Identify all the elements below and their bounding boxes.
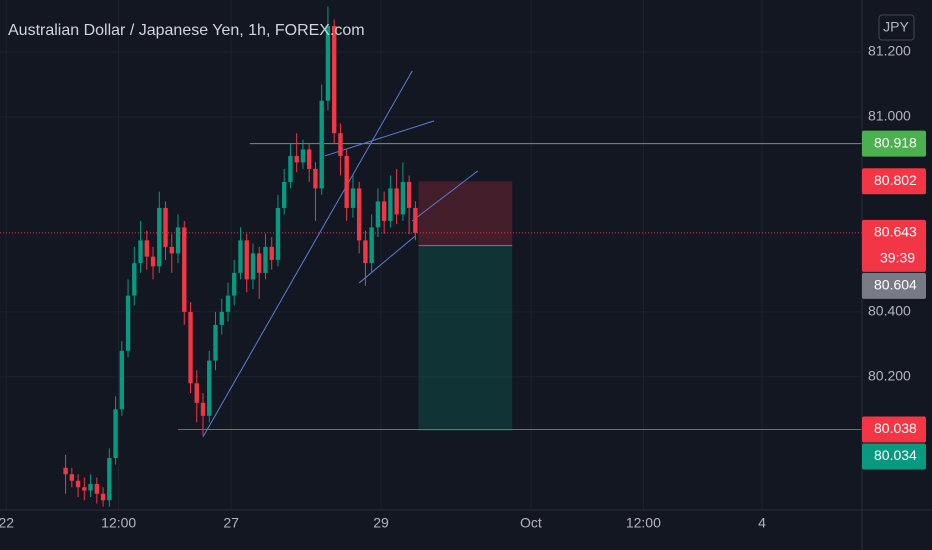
price-tag: [862, 272, 926, 299]
candle-body: [300, 149, 306, 163]
candle-body: [169, 246, 174, 254]
stop-zone: [418, 181, 513, 246]
candle-body: [163, 207, 168, 247]
x-tick-label: 4: [758, 515, 766, 531]
trend-line: [324, 120, 435, 157]
candle-body: [406, 181, 412, 208]
price-tag: [862, 168, 926, 195]
candle-body: [244, 240, 249, 280]
candle-body: [63, 467, 68, 475]
x-tick-label: 12:00: [626, 515, 661, 531]
candle-body: [331, 25, 337, 134]
candle-body: [288, 155, 293, 182]
candle-body: [238, 240, 243, 273]
price-tag: [862, 219, 926, 272]
price-tag-label: 80.643: [874, 224, 917, 240]
candle-body: [132, 263, 137, 296]
candle-body: [275, 207, 281, 260]
candle-body: [307, 149, 312, 169]
candle-body: [82, 487, 87, 491]
candle-body: [188, 311, 193, 384]
candle-body: [250, 253, 256, 280]
candle-body: [325, 25, 331, 101]
candle-body: [113, 409, 118, 459]
candle-body: [313, 168, 318, 189]
candle-body: [282, 181, 287, 208]
price-tag-label: 80.038: [874, 420, 917, 436]
x-tick-label: 27: [223, 515, 239, 531]
candle-body: [213, 324, 218, 361]
x-tick-label: 22: [0, 515, 14, 531]
candle-body: [363, 240, 368, 264]
x-tick-label: Oct: [520, 515, 542, 531]
candle-body: [350, 188, 356, 208]
plot-area: [0, 0, 862, 510]
candle-body: [200, 402, 206, 416]
candle-body: [338, 133, 343, 156]
candle-body: [294, 155, 299, 163]
candle-body: [88, 484, 93, 491]
candle-body: [138, 240, 143, 264]
candle-body: [356, 188, 362, 241]
candle-body: [150, 256, 156, 267]
trend-line: [411, 170, 479, 222]
candle-body: [388, 188, 393, 221]
candle-body: [257, 253, 262, 273]
price-tag: [862, 416, 926, 443]
trend-line: [202, 70, 413, 438]
candle-body: [413, 207, 418, 233]
candle-body: [381, 201, 387, 221]
candle-body: [232, 272, 237, 296]
candle-body: [394, 188, 399, 215]
price-tag-label: 80.802: [874, 172, 917, 188]
y-tick-label: 80.400: [868, 303, 911, 319]
candle-body: [182, 227, 187, 312]
price-tag-label: 80.918: [874, 134, 917, 150]
candle-body: [119, 350, 124, 410]
candle-body: [144, 240, 149, 257]
candle-body: [125, 295, 131, 351]
candle-body: [263, 246, 268, 273]
target-zone: [418, 245, 513, 431]
price-tag: [862, 130, 926, 157]
candle-body: [319, 100, 324, 189]
chart-title: Australian Dollar / Japanese Yen, 1h, FO…: [8, 22, 365, 39]
candle-body: [100, 493, 106, 501]
currency: JPY: [883, 19, 909, 35]
countdown: 39:39: [880, 250, 915, 266]
candle-body: [69, 474, 75, 481]
candle-body: [344, 155, 349, 208]
y-tick-label: 81.200: [868, 43, 911, 59]
candle-body: [400, 181, 406, 215]
price-tag-label: 80.034: [874, 447, 917, 463]
candle-body: [157, 207, 162, 267]
candle-body: [75, 480, 81, 488]
candle-body: [175, 227, 181, 254]
candle-body: [375, 201, 381, 228]
currency-box[interactable]: [878, 14, 915, 41]
price-tag: [862, 443, 926, 470]
candle-body: [369, 227, 374, 264]
trend-line: [358, 235, 416, 284]
candle-body: [107, 458, 112, 501]
candle-body: [225, 295, 231, 312]
y-tick-label: 80.200: [868, 368, 911, 384]
x-tick-label: 12:00: [101, 515, 136, 531]
candle-body: [219, 311, 224, 325]
candle-body: [194, 383, 199, 403]
candle-body: [94, 484, 100, 494]
candle-body: [207, 360, 212, 416]
candle-body: [269, 246, 274, 260]
price-tag-label: 80.604: [874, 277, 917, 293]
x-tick-label: 29: [373, 515, 389, 531]
y-tick-label: 81.000: [868, 108, 911, 124]
